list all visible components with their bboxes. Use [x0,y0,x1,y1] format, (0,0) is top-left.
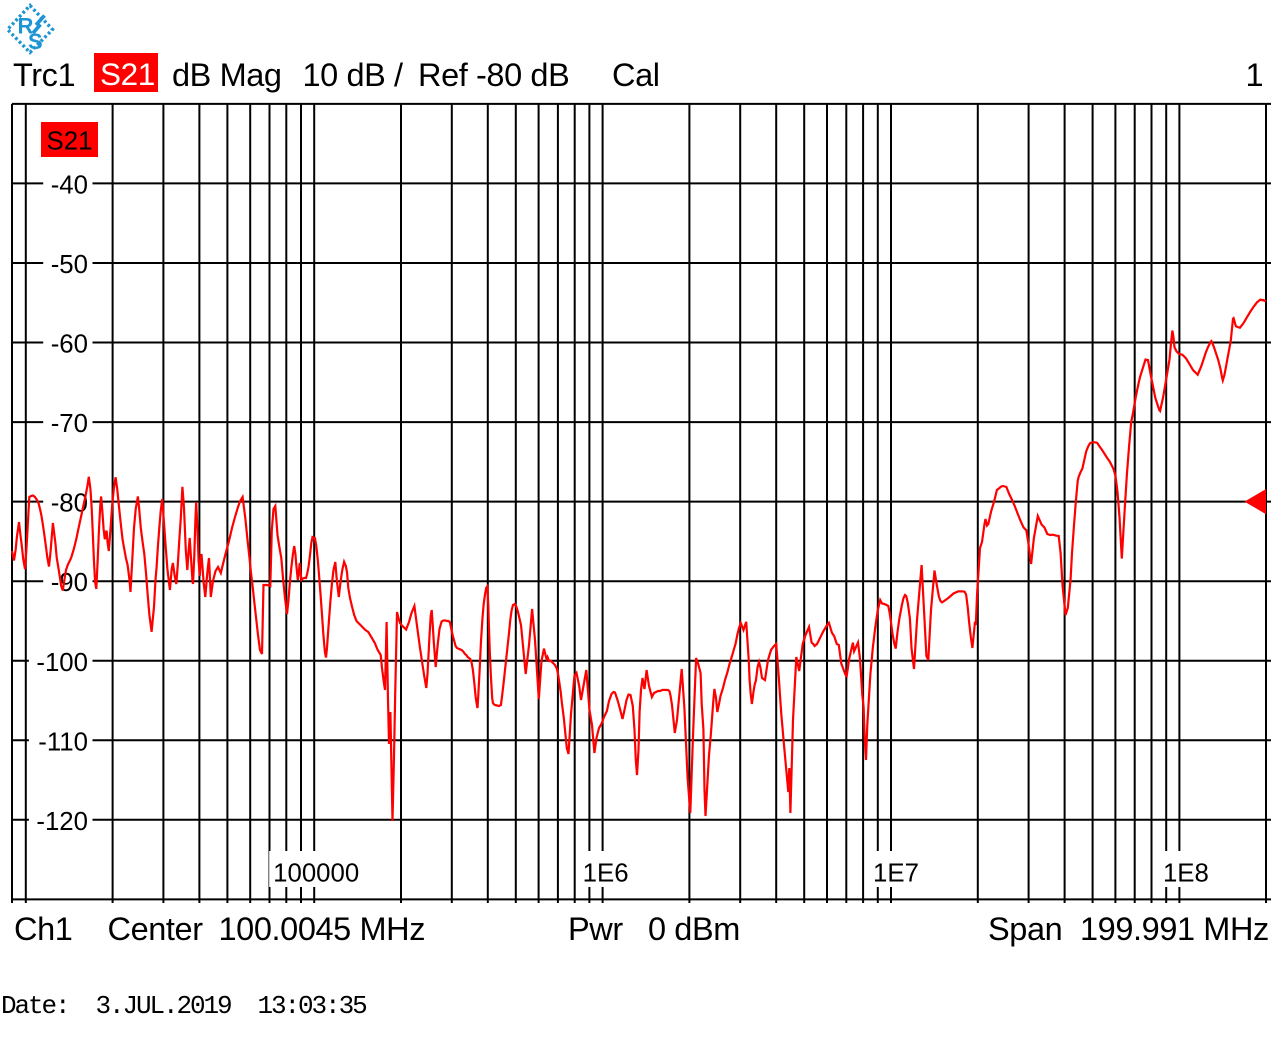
svg-text:1E6: 1E6 [583,860,629,888]
svg-text:100000: 100000 [273,860,359,888]
svg-text:1E7: 1E7 [873,860,919,888]
svg-text:R: R [18,14,34,39]
svg-text:1E8: 1E8 [1163,860,1209,888]
svg-text:S: S [28,29,43,54]
svg-text:-60: -60 [51,331,88,359]
svg-text:-40: -40 [51,171,88,199]
svg-text:-70: -70 [51,410,88,438]
svg-text:-120: -120 [36,808,88,836]
svg-text:S21: S21 [47,128,93,156]
svg-text:-50: -50 [51,251,88,279]
svg-text:-110: -110 [38,728,88,756]
svg-text:-90: -90 [51,569,88,597]
svg-text:-100: -100 [36,649,88,677]
